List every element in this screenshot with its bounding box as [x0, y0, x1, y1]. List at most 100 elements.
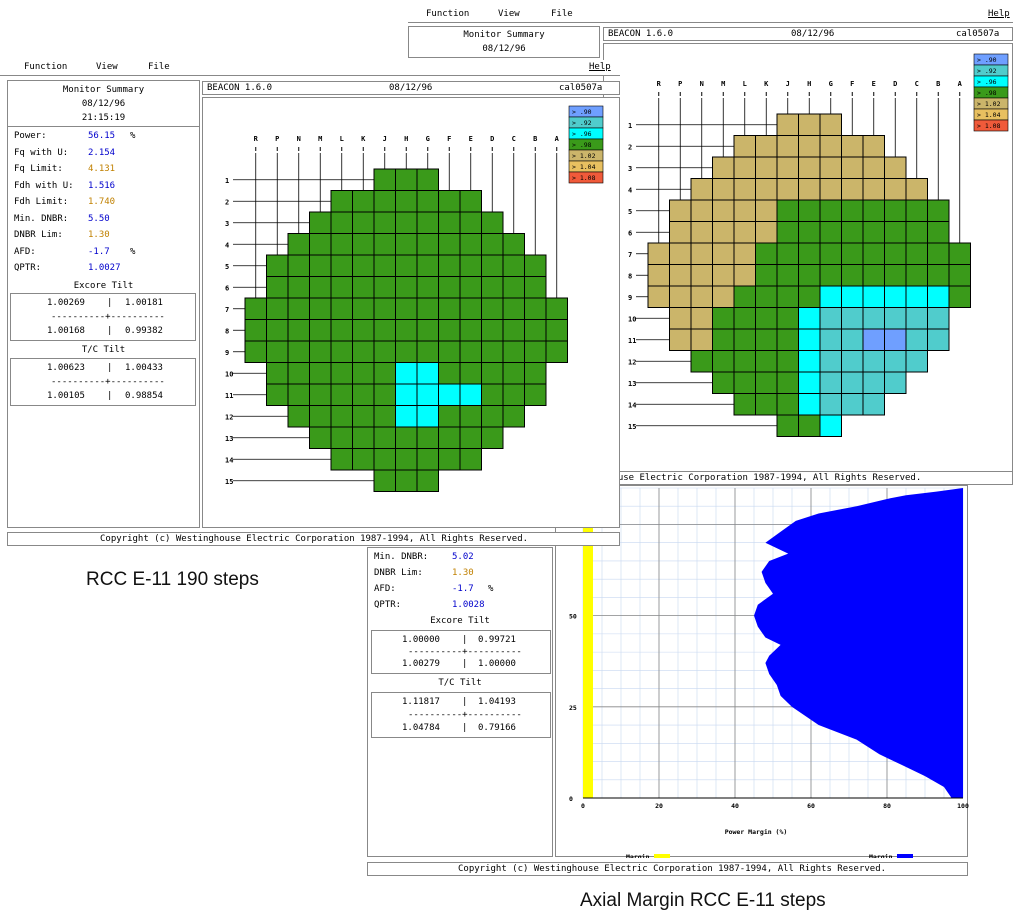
legend-label: > .96: [977, 78, 997, 86]
tc-back-tl: 1.11817: [402, 697, 440, 707]
core-assembly-cell: [352, 211, 375, 234]
core-assembly-cell: [352, 190, 375, 213]
core-assembly-cell: [287, 405, 310, 428]
core-assembly-cell: [712, 350, 735, 373]
core-assembly-cell: [352, 297, 375, 320]
legend-label: > .92: [977, 67, 997, 75]
x-axis-label: Power Margin (%): [725, 828, 788, 836]
core-assembly-cell: [776, 156, 799, 179]
core-assembly-cell: [712, 264, 735, 287]
core-assembly-cell: [416, 211, 439, 234]
core-assembly-cell: [798, 264, 821, 287]
core-assembly-cell: [438, 254, 461, 277]
core-assembly-cell: [948, 264, 971, 287]
menu-function-back[interactable]: Function: [426, 9, 470, 19]
core-row-label: 12: [225, 413, 233, 421]
core-assembly-cell: [712, 371, 735, 394]
core-assembly-cell: [502, 405, 525, 428]
core-assembly-cell: [373, 233, 396, 256]
core-assembly-cell: [927, 264, 950, 287]
core-assembly-cell: [841, 307, 864, 330]
core-assembly-cell: [798, 156, 821, 179]
core-row-label: 5: [225, 263, 229, 271]
core-assembly-cell: [755, 178, 778, 201]
tc-back-bar2: |: [462, 723, 468, 733]
core-column-label: J: [786, 80, 790, 88]
back-core-map-panel: R P N M L K J H G F E D C B A 1 2 3 4 5 6 7 8 9 10 11 12 13 14 15 > .9…: [603, 43, 1013, 483]
core-assembly-cell: [395, 211, 418, 234]
core-row-label: 13: [628, 380, 636, 388]
menu-help-back[interactable]: Help: [988, 9, 1010, 19]
menu-function[interactable]: Function: [24, 62, 68, 72]
core-assembly-cell: [755, 242, 778, 265]
core-assembly-cell: [395, 168, 418, 191]
core-assembly-cell: [733, 135, 756, 158]
core-row-label: 11: [628, 337, 636, 345]
core-assembly-cell: [905, 285, 928, 308]
core-row-label: 4: [628, 186, 632, 194]
core-assembly-cell: [266, 276, 289, 299]
menu-file-back[interactable]: File: [551, 9, 573, 19]
core-row-label: 3: [628, 165, 632, 173]
core-assembly-cell: [841, 135, 864, 158]
summary-date: 08/12/96: [81, 99, 126, 109]
param-label: Fdh Limit:: [14, 197, 69, 207]
excore-tilt-box: 1.00269 | 1.00181 ----------+---------- …: [10, 293, 196, 341]
core-column-label: B: [936, 80, 940, 88]
header-date: 08/12/96: [389, 83, 433, 93]
core-assembly-cell: [459, 448, 482, 471]
front-summary-panel: Monitor Summary 08/12/96 21:15:19 Power:…: [7, 80, 200, 528]
core-assembly-cell: [438, 448, 461, 471]
core-column-label: E: [469, 135, 473, 143]
core-assembly-cell: [373, 469, 396, 492]
core-row-label: 3: [225, 220, 229, 228]
axial-copyright-bar: Copyright (c) Westinghouse Electric Corp…: [367, 862, 968, 876]
core-assembly-cell: [438, 383, 461, 406]
core-assembly-cell: [690, 328, 713, 351]
core-assembly-cell: [330, 426, 353, 449]
core-assembly-cell: [862, 371, 885, 394]
core-assembly-cell: [244, 340, 267, 363]
core-assembly-cell: [712, 221, 735, 244]
core-assembly-cell: [373, 276, 396, 299]
menu-file[interactable]: File: [148, 62, 170, 72]
param-value: 1.30: [88, 230, 110, 240]
core-assembly-cell: [373, 168, 396, 191]
y-tick-label: 50: [569, 613, 577, 621]
core-assembly-cell: [459, 254, 482, 277]
axial-chart-panel: 0204060801000255075Power Margin (%)Margi…: [555, 485, 969, 858]
core-assembly-cell: [733, 242, 756, 265]
core-assembly-cell: [373, 383, 396, 406]
core-assembly-cell: [733, 307, 756, 330]
core-assembly-cell: [905, 328, 928, 351]
core-assembly-cell: [733, 221, 756, 244]
core-assembly-cell: [647, 242, 670, 265]
menu-view[interactable]: View: [96, 62, 118, 72]
copyright-text: Copyright (c) Westinghouse Electric Corp…: [100, 534, 529, 544]
excore-back-tl: 1.00000: [402, 635, 440, 645]
core-assembly-cell: [395, 362, 418, 385]
core-assembly-cell: [287, 340, 310, 363]
param-value: 4.131: [88, 164, 116, 174]
core-assembly-cell: [798, 221, 821, 244]
param-value: -1.7: [88, 246, 110, 257]
param-label: AFD:: [374, 584, 396, 594]
core-assembly-cell: [776, 242, 799, 265]
core-assembly-cell: [459, 319, 482, 342]
core-assembly-cell: [733, 371, 756, 394]
core-assembly-cell: [459, 426, 482, 449]
core-assembly-cell: [819, 242, 842, 265]
core-assembly-cell: [502, 233, 525, 256]
core-assembly-cell: [244, 297, 267, 320]
core-assembly-cell: [416, 340, 439, 363]
menu-view-back[interactable]: View: [498, 9, 520, 19]
core-assembly-cell: [755, 264, 778, 287]
core-assembly-cell: [438, 297, 461, 320]
core-row-label: 6: [628, 229, 632, 237]
core-assembly-cell: [459, 340, 482, 363]
menu-help[interactable]: Help: [589, 62, 611, 72]
core-assembly-cell: [733, 199, 756, 222]
core-row-label: 15: [225, 478, 233, 486]
excore-back-bar2: |: [462, 659, 468, 669]
core-assembly-cell: [352, 276, 375, 299]
